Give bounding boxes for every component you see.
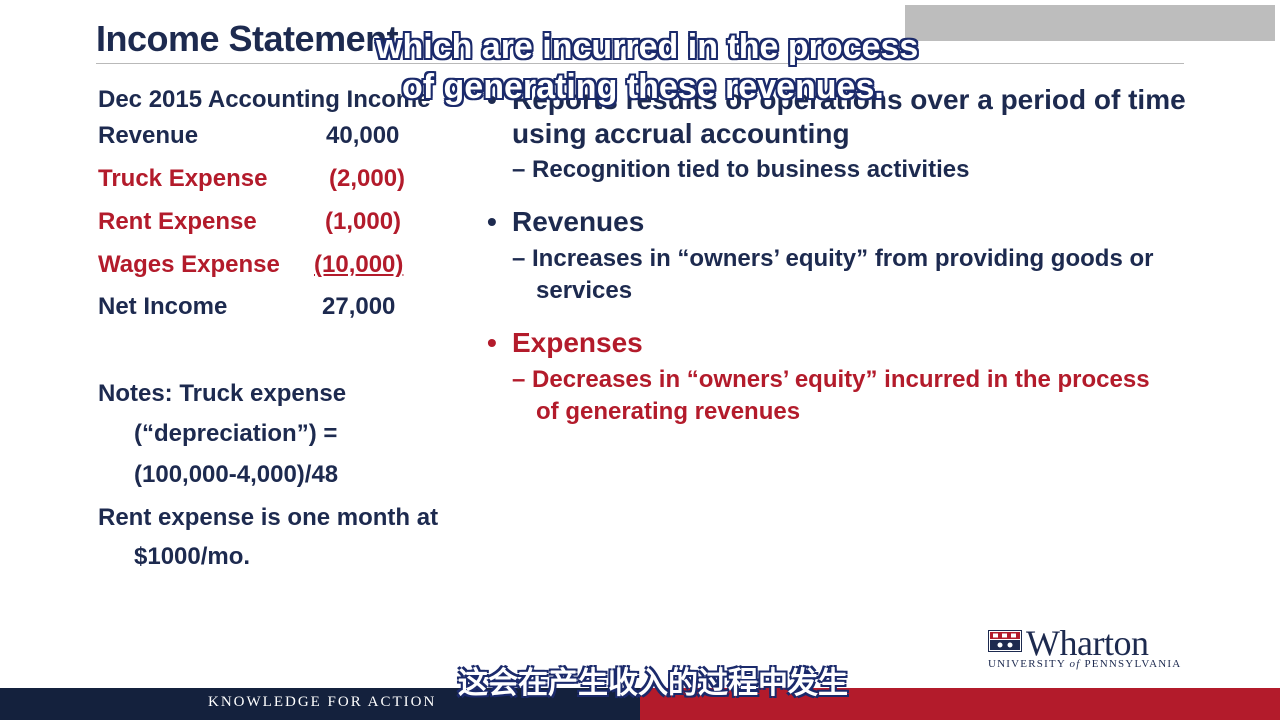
slide-title: Income Statement: [96, 18, 399, 59]
footer-bar-navy: [0, 688, 640, 720]
title-divider: [96, 63, 1184, 64]
logo-university-prefix: UNIVERSITY: [988, 658, 1070, 670]
bullet-marker: •: [487, 206, 497, 237]
subtitle-cn: 这会在产生收入的过程中发生: [458, 667, 848, 700]
note-line: $1000/mo.: [134, 543, 251, 570]
row-label: Truck Expense: [98, 165, 268, 192]
logo-university-of: of: [1069, 658, 1081, 670]
bullet-marker: •: [487, 327, 497, 358]
footer-bar-red: [640, 688, 1280, 720]
statement-heading-text: Dec 2015 Accounting Income: [98, 86, 431, 113]
bullet-expenses-title: Expenses: [512, 327, 643, 358]
row-label: Rent Expense: [98, 208, 257, 235]
bullet-revenues-title: Revenues: [512, 206, 645, 237]
row-value: (10,000): [314, 251, 404, 278]
note-line: Notes: Truck expense: [98, 380, 347, 407]
bullet-revenues-sub-1: – Increases in “owners’ equity” from pro…: [512, 245, 1154, 272]
bullet-expenses-sub-1: – Decreases in “owners’ equity” incurred…: [512, 366, 1150, 393]
footer-tagline: KNOWLEDGE FOR ACTION: [208, 694, 437, 710]
note-line: Rent expense is one month at: [98, 504, 439, 531]
bullet-1-sub: – Recognition tied to business activitie…: [512, 156, 970, 183]
subtitle-en-line-2: of generating these revenues.: [402, 68, 884, 106]
bullet-1-line-1: Reports results of operations over a per…: [512, 84, 1186, 115]
top-right-overlay-box: [905, 5, 1275, 41]
logo-university: UNIVERSITY of PENNSYLVANIA: [988, 658, 1181, 670]
note-line: (“depreciation”) =: [134, 420, 338, 447]
row-value: 27,000: [322, 293, 396, 320]
row-label: Revenue: [98, 122, 199, 149]
bullet-marker: •: [487, 84, 497, 115]
logo-university-suffix: PENNSYLVANIA: [1080, 658, 1182, 670]
note-line: (100,000-4,000)/48: [134, 461, 339, 488]
wharton-logo: Wharton UNIVERSITY of PENNSYLVANIA: [988, 623, 1198, 672]
row-label: Net Income: [98, 293, 228, 320]
subtitle-en-line-1: which are incurred in the process: [376, 28, 919, 66]
row-value: (1,000): [325, 208, 402, 235]
bullet-1-line-2: using accrual accounting: [512, 118, 850, 149]
logo-wordmark: Wharton: [1026, 623, 1149, 663]
bullet-expenses-sub-2: of generating revenues: [536, 398, 801, 425]
row-label: Wages Expense: [98, 251, 280, 278]
row-value: (2,000): [329, 165, 406, 192]
bullet-revenues-sub-2: services: [536, 277, 633, 304]
row-value: 40,000: [326, 122, 400, 149]
penn-shield-icon: [988, 630, 1022, 652]
